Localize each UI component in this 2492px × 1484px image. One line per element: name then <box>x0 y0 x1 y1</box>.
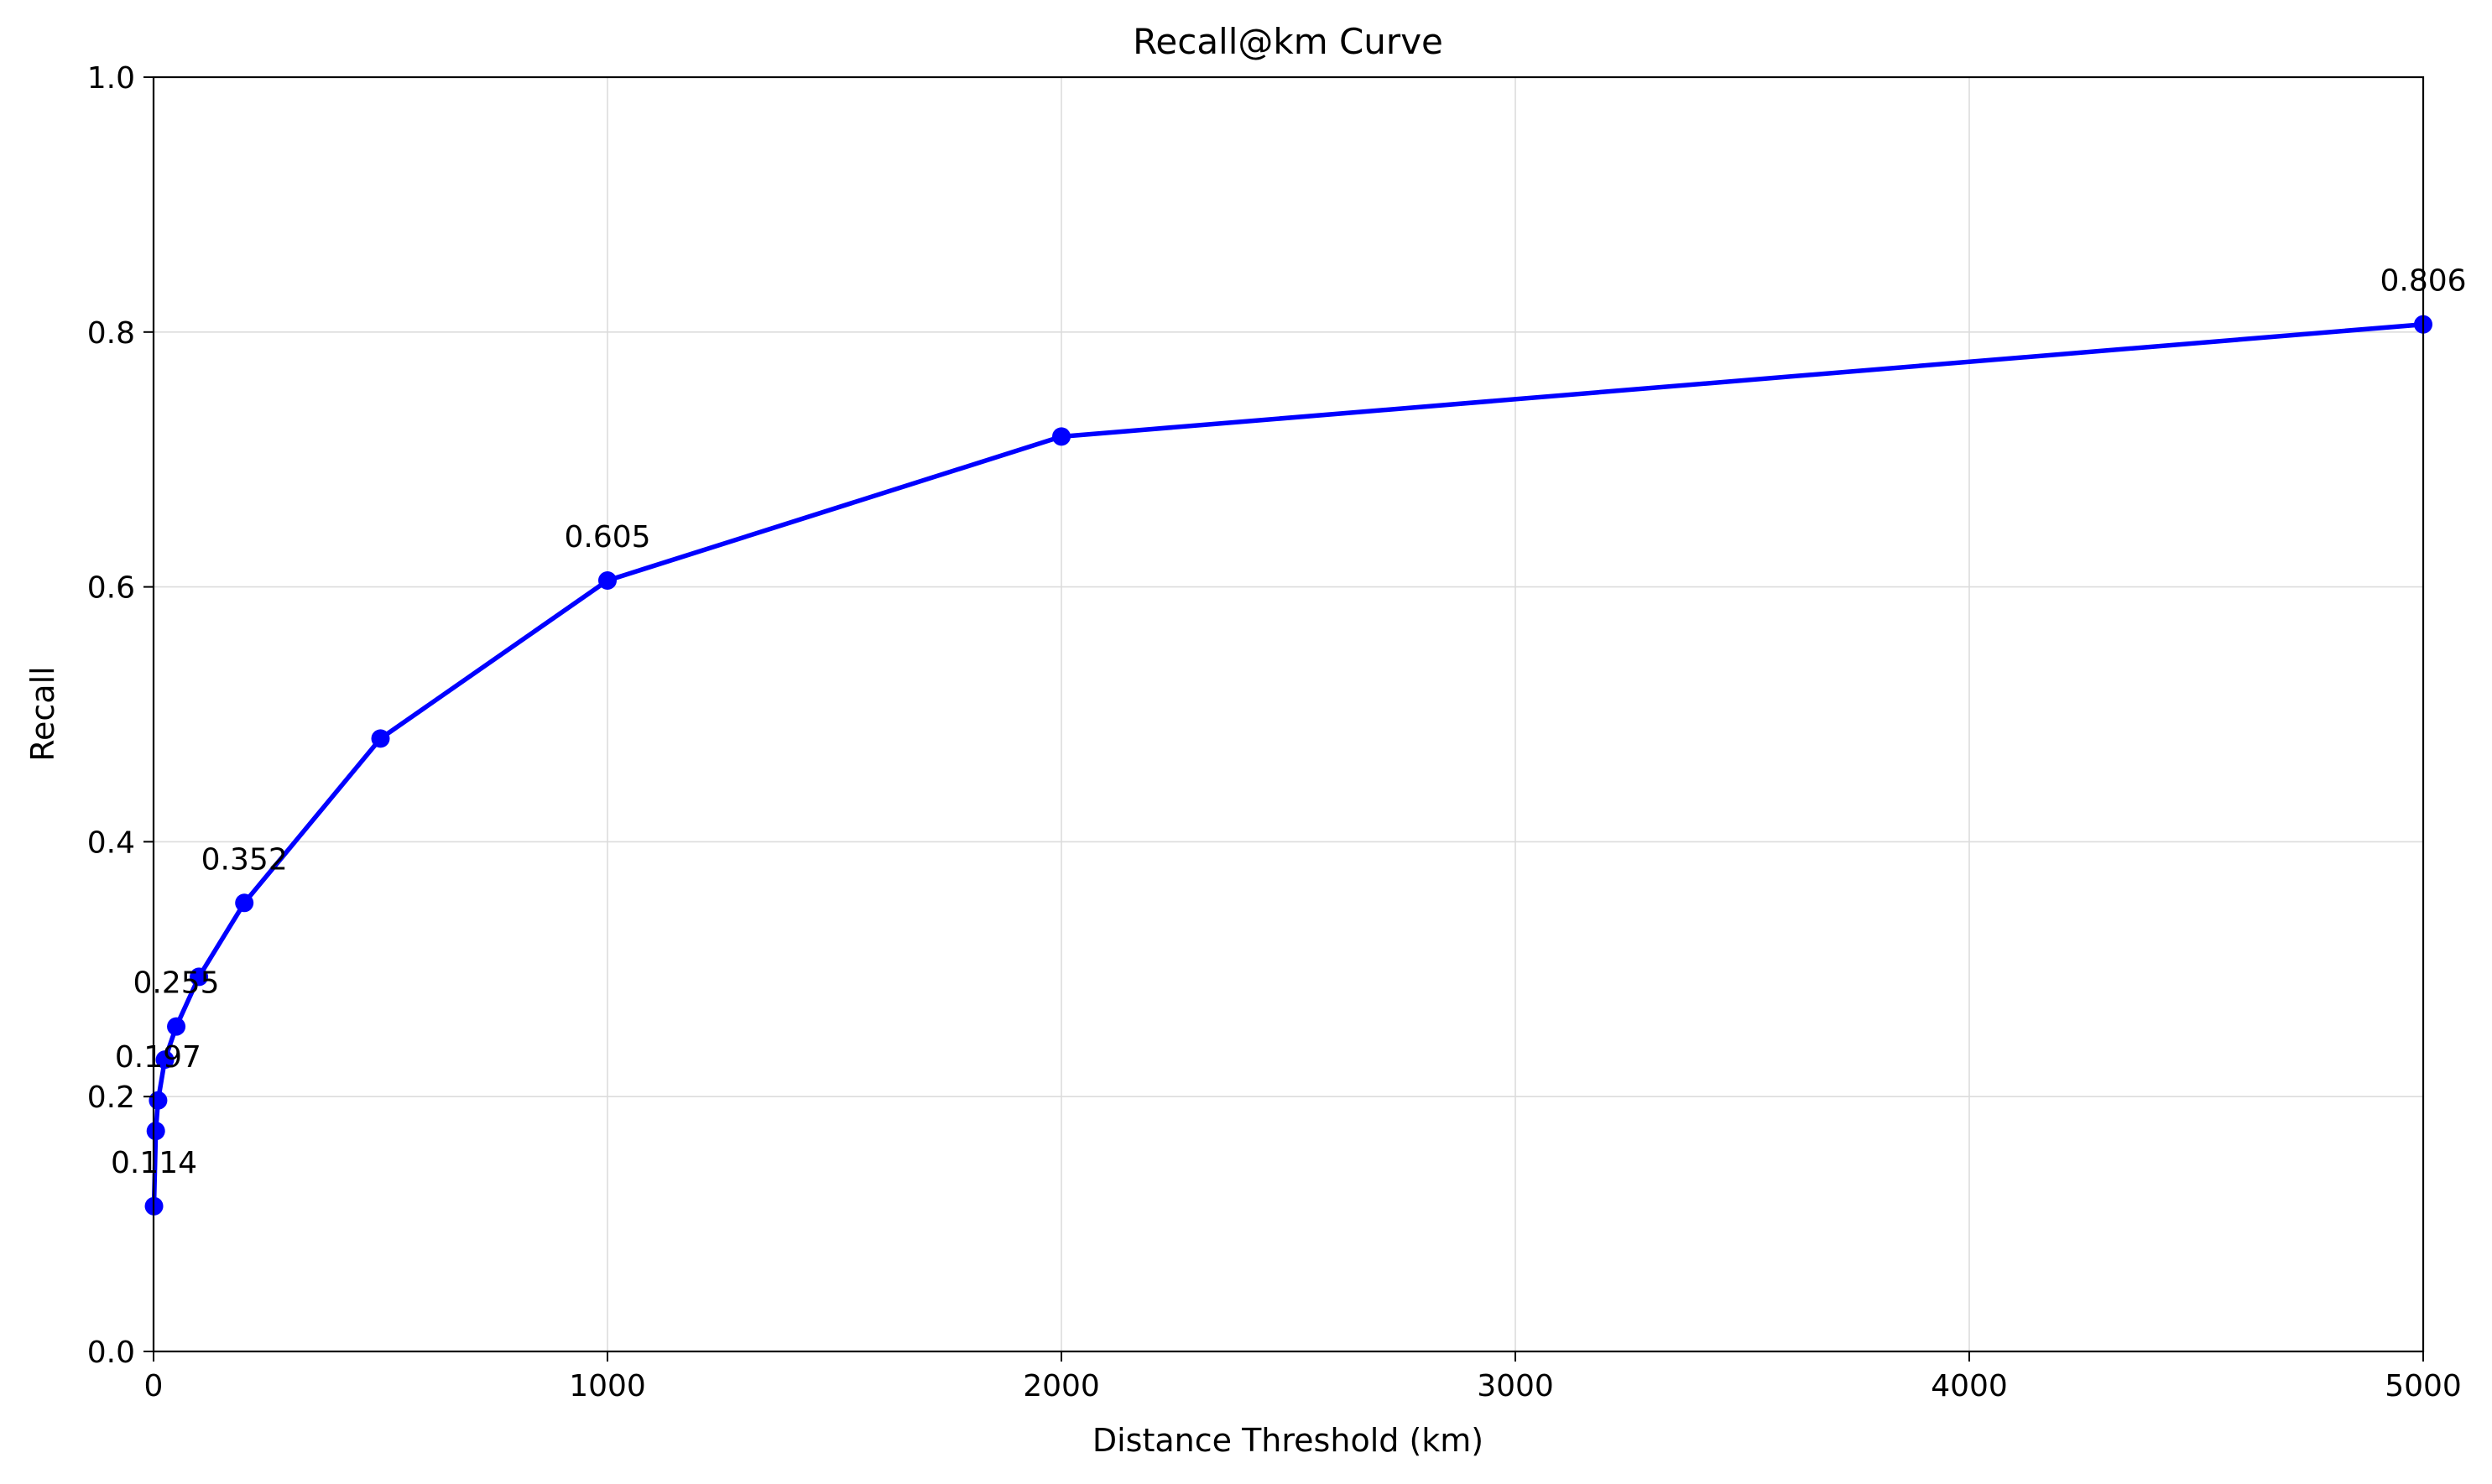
x-tick-label: 4000 <box>1931 1369 2008 1403</box>
data-point <box>371 729 390 748</box>
data-point <box>598 571 617 591</box>
y-tick-label: 0.0 <box>87 1336 135 1370</box>
plot-frame <box>152 76 2425 1353</box>
y-tick-label: 0.2 <box>87 1080 135 1115</box>
data-label: 0.255 <box>133 966 220 1001</box>
data-label: 0.352 <box>201 842 288 877</box>
data-label: 0.605 <box>564 520 650 555</box>
data-label: 0.197 <box>115 1040 201 1075</box>
x-tick-label: 2000 <box>1023 1369 1100 1403</box>
x-tick-label: 5000 <box>2385 1369 2462 1403</box>
y-tick-label: 0.6 <box>87 571 135 606</box>
data-point <box>235 893 254 913</box>
data-point <box>167 1017 186 1036</box>
y-tick-label: 1.0 <box>87 61 135 96</box>
chart-title: Recall@km Curve <box>1133 21 1443 62</box>
y-tick-label: 0.8 <box>87 316 135 351</box>
x-axis-label: Distance Threshold (km) <box>1092 1422 1483 1459</box>
data-point <box>1052 427 1071 446</box>
data-point <box>190 967 209 987</box>
data-point <box>146 1122 165 1141</box>
data-series <box>144 315 2432 1216</box>
data-point <box>155 1050 175 1070</box>
y-tick-label: 0.4 <box>87 825 135 860</box>
x-tick-label: 0 <box>144 1369 164 1403</box>
y-axis-label: Recall <box>24 666 61 761</box>
axis-ticks: 0 1000 2000 3000 4000 5000 0.0 0.2 0.4 0.6 0.8 1.0 <box>87 61 2462 1403</box>
x-tick-label: 3000 <box>1477 1369 1554 1403</box>
x-tick-label: 1000 <box>569 1369 646 1403</box>
data-point <box>149 1091 168 1110</box>
